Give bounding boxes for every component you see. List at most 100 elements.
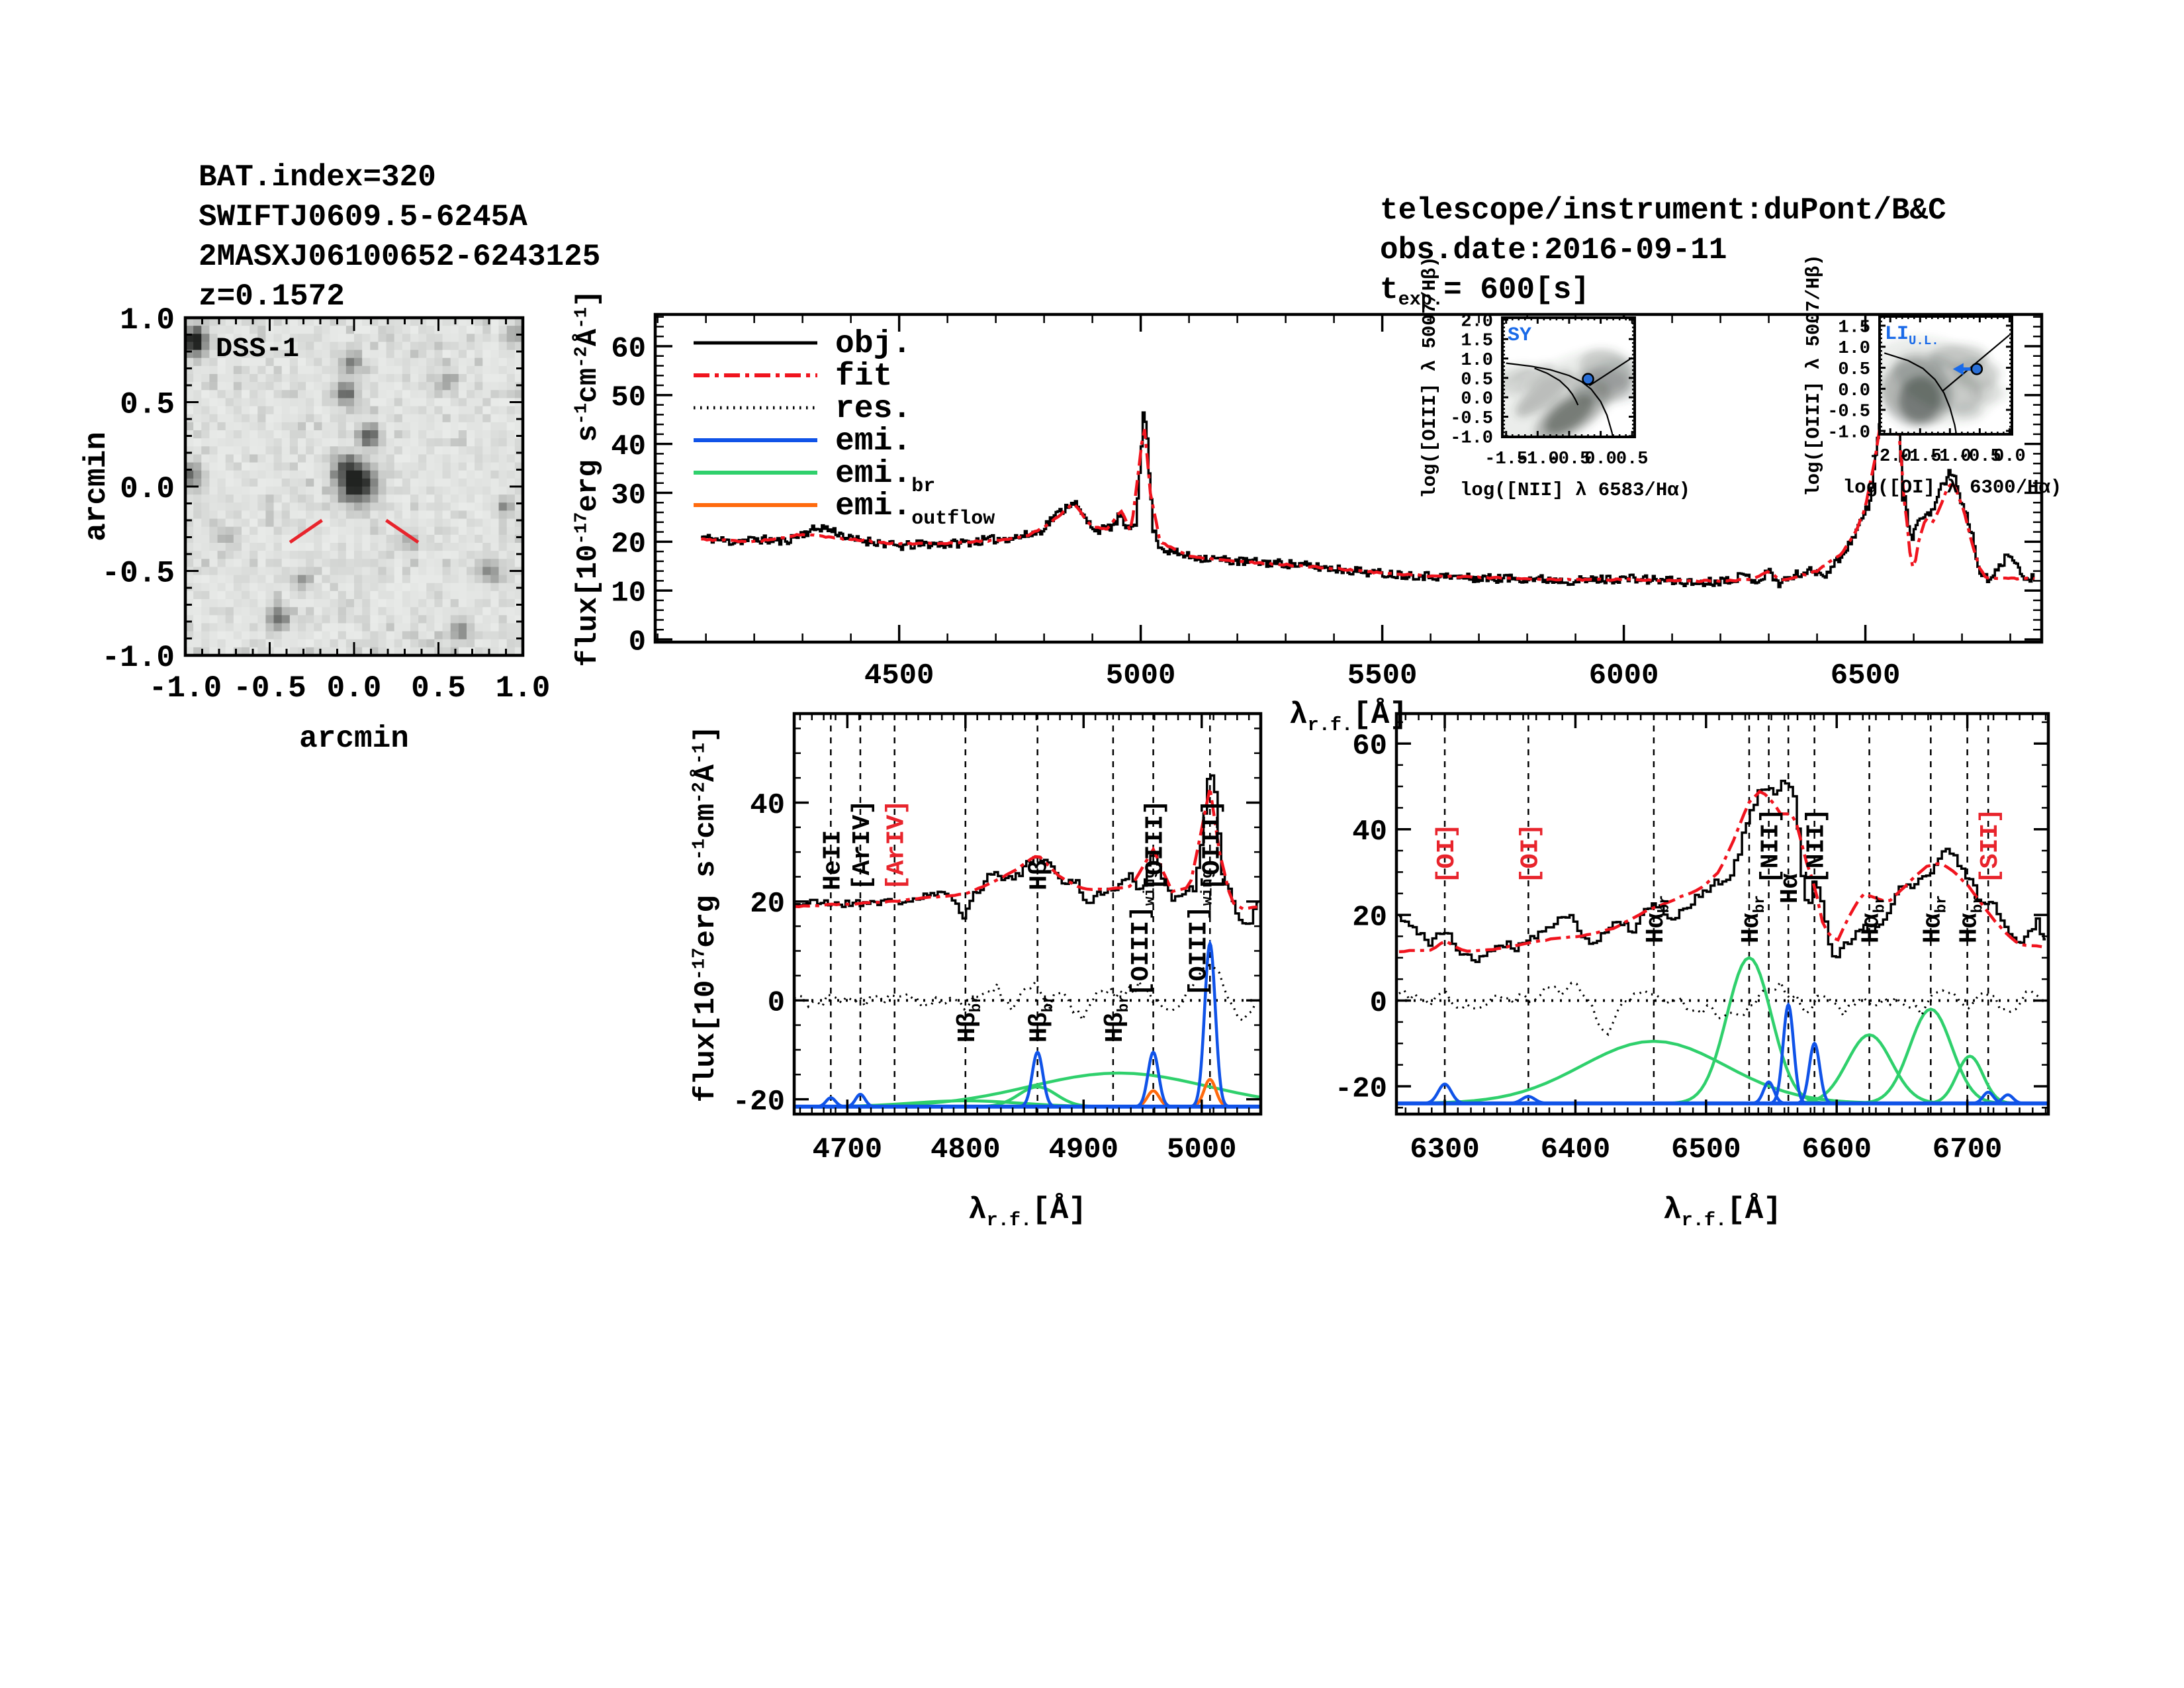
svg-text:Hβbr: Hβbr: [1026, 994, 1057, 1043]
svg-text:-20: -20: [733, 1086, 785, 1119]
svg-text:1.5: 1.5: [1461, 332, 1493, 352]
svg-text:[OI]: [OI]: [1433, 823, 1461, 884]
halpha-zoom-panel: 6300 6400 6500 6600 6700 -20 0 20 40 60 λr.f.[Å] [O…: [1335, 712, 2050, 1231]
svg-text:[ArIV]: [ArIV]: [848, 800, 877, 890]
legend-label-res: res.: [835, 391, 911, 427]
svg-text:-1.5: -1.5: [1484, 449, 1527, 469]
legend-label-emibr: emi.br: [835, 456, 935, 498]
svg-text:0.5: 0.5: [1616, 449, 1649, 469]
svg-text:[OIII]: [OIII]: [1142, 800, 1170, 890]
svg-text:[ArIV]: [ArIV]: [883, 800, 911, 890]
ha-x-axis-label: λr.f.[Å]: [1663, 1193, 1782, 1231]
bpt-nii-inset: -1.5-1.0-0.50.0 0.52.01.51.00.50.0-0.5-1.…: [1419, 256, 1690, 501]
svg-text:60: 60: [1352, 730, 1387, 763]
twomass-name: 2MASXJ06100652-6243125: [199, 240, 601, 274]
svg-text:HeII: HeII: [819, 830, 847, 890]
svg-text:-0.5: -0.5: [1958, 447, 2001, 467]
svg-text:6600: 6600: [1801, 1133, 1872, 1166]
svg-text:-0.5: -0.5: [1548, 449, 1591, 469]
svg-text:Hβbr: Hβbr: [954, 994, 985, 1043]
bpt_nii-class-label: SY: [1508, 324, 1531, 347]
swift-name: SWIFTJ0609.5-6245A: [199, 200, 527, 234]
svg-text:-0.5: -0.5: [233, 671, 306, 706]
dss-image-panel: DSS-1 -1.0-1.0 -0.5 -0.5 0.0 0.0 0.5 0.5 1.0 1.0 a…: [79, 303, 550, 756]
legend-label-obj: obj.: [835, 326, 911, 362]
svg-text:6400: 6400: [1541, 1133, 1611, 1166]
slit-marker: [385, 518, 420, 544]
svg-text:0.0: 0.0: [1993, 447, 2026, 467]
svg-text:0.5: 0.5: [120, 388, 175, 422]
svg-text:0: 0: [1370, 987, 1387, 1020]
svg-text:[OIII]: [OIII]: [1198, 800, 1226, 890]
svg-text:[SII]: [SII]: [1976, 808, 2005, 884]
svg-text:[OIII]wing: [OIII]wing: [1127, 869, 1158, 996]
svg-text:0: 0: [768, 987, 785, 1020]
legend-label-emiout: emi.outflow: [835, 489, 995, 530]
legend-label-emi: emi.: [835, 424, 911, 459]
svg-text:1.0: 1.0: [496, 671, 551, 706]
svg-text:4700: 4700: [813, 1133, 883, 1166]
slit-marker: [289, 518, 323, 544]
svg-text:4900: 4900: [1048, 1133, 1118, 1166]
svg-text:20: 20: [1352, 902, 1387, 935]
svg-text:6500: 6500: [1831, 659, 1901, 692]
svg-text:-1.0: -1.0: [1516, 449, 1559, 469]
bpt_nii-x-axis-label: log([NII] λ 6583/Hα): [1460, 479, 1690, 501]
svg-text:50: 50: [611, 381, 646, 414]
svg-text:6700: 6700: [1933, 1133, 2003, 1166]
svg-text:-0.5: -0.5: [1450, 409, 1493, 429]
svg-text:1.0: 1.0: [1838, 339, 1870, 359]
svg-text:40: 40: [1352, 816, 1387, 849]
exposure-time: texp.= 600[s]: [1380, 273, 1590, 311]
obs-date: obs.date:2016-09-11: [1380, 233, 1727, 267]
svg-text:5000: 5000: [1106, 659, 1176, 692]
dss-y-axis-label: arcmin: [79, 432, 114, 541]
svg-text:0.5: 0.5: [411, 671, 466, 706]
svg-text:0.0: 0.0: [120, 472, 175, 506]
dss-survey-label: DSS-1: [216, 333, 299, 365]
svg-text:Hαbr: Hαbr: [1642, 895, 1673, 943]
svg-text:40: 40: [750, 789, 785, 822]
svg-text:-0.5: -0.5: [1827, 402, 1870, 422]
svg-text:6500: 6500: [1671, 1133, 1741, 1166]
svg-text:0.0: 0.0: [1838, 381, 1870, 401]
svg-text:[NII]: [NII]: [1803, 808, 1831, 884]
svg-text:30: 30: [611, 479, 646, 512]
svg-text:1.0: 1.0: [1461, 351, 1493, 371]
svg-text:20: 20: [611, 528, 646, 561]
svg-text:-1.0: -1.0: [149, 671, 222, 706]
bpt_oi-x-axis-label: log([OI] λ 6300/Hα): [1843, 477, 2062, 498]
svg-text:0.5: 0.5: [1461, 370, 1493, 390]
svg-text:[OI]: [OI]: [1516, 823, 1545, 884]
svg-text:Hαbr: Hαbr: [1919, 895, 1950, 943]
bpt_nii-y-axis-label: log([OIII] λ 5007/Hβ): [1419, 256, 1441, 498]
svg-text:6000: 6000: [1589, 659, 1659, 692]
svg-text:-1.5: -1.5: [1899, 447, 1942, 467]
svg-text:6300: 6300: [1410, 1133, 1480, 1166]
svg-text:5000: 5000: [1167, 1133, 1237, 1166]
svg-text:Hβbr: Hβbr: [1101, 994, 1132, 1043]
bpt-data-point: [1970, 363, 1983, 375]
svg-text:40: 40: [611, 430, 646, 463]
svg-text:Hαbr: Hαbr: [1737, 895, 1768, 943]
svg-text:Hαbr: Hαbr: [1858, 895, 1889, 943]
svg-text:0: 0: [629, 626, 646, 659]
svg-text:-1.0: -1.0: [1450, 428, 1493, 448]
legend-label-fit: fit: [835, 359, 892, 395]
svg-text:Hαbr: Hαbr: [1956, 895, 1987, 943]
svg-text:[NII]: [NII]: [1757, 808, 1786, 884]
svg-text:Hα: Hα: [1776, 873, 1805, 904]
svg-text:4500: 4500: [864, 659, 934, 692]
svg-text:-1.0: -1.0: [1929, 447, 1972, 467]
svg-text:4800: 4800: [931, 1133, 1001, 1166]
svg-text:-20: -20: [1335, 1072, 1387, 1105]
svg-text:1.0: 1.0: [120, 303, 175, 338]
svg-text:0.5: 0.5: [1838, 360, 1870, 380]
bpt-oi-inset: -2.0-1.5-1.0-0.50.01.51.00.50.0-0.5-1.0l…: [1803, 254, 2062, 498]
svg-text:10: 10: [611, 577, 646, 610]
svg-text:-1.0: -1.0: [1827, 423, 1870, 443]
svg-text:0.0: 0.0: [1584, 449, 1617, 469]
main-x-axis-label: λr.f.[Å]: [1289, 698, 1408, 736]
